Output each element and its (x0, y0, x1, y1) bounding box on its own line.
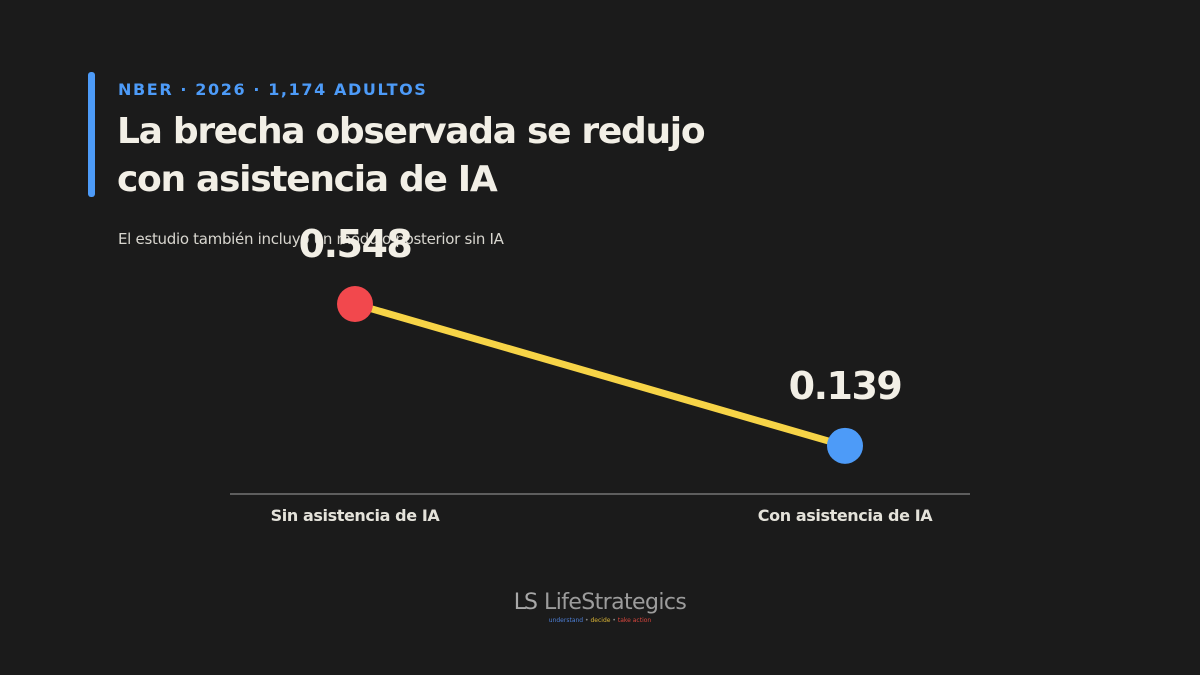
tagline-decide: decide (590, 617, 611, 624)
accent-bar (88, 72, 95, 197)
brand-tagline: understand • decide • take action (0, 617, 1200, 624)
tagline-separator: • (612, 617, 616, 624)
eyebrow-label: NBER · 2026 · 1,174 ADULTOS (118, 80, 428, 99)
brand-logo: LS LifeStrategics understand • decide • t… (0, 590, 1200, 624)
value-label: 0.139 (789, 364, 902, 408)
data-point (827, 427, 863, 464)
category-label: Con asistencia de IA (758, 506, 933, 525)
page-title: La brecha observada se redujo con asiste… (117, 111, 706, 200)
slope-line (351, 300, 849, 450)
brand-name: LifeStrategics (544, 590, 687, 615)
value-label: 0.548 (299, 222, 412, 266)
tagline-separator: • (585, 617, 589, 624)
category-label: Sin asistencia de IA (271, 506, 441, 525)
tagline-action: take action (617, 617, 652, 624)
subtitle: El estudio también incluyó un módulo pos… (118, 230, 504, 248)
tagline-understand: understand (548, 617, 584, 624)
data-point (337, 286, 373, 323)
logo-mark: LS (513, 590, 538, 615)
